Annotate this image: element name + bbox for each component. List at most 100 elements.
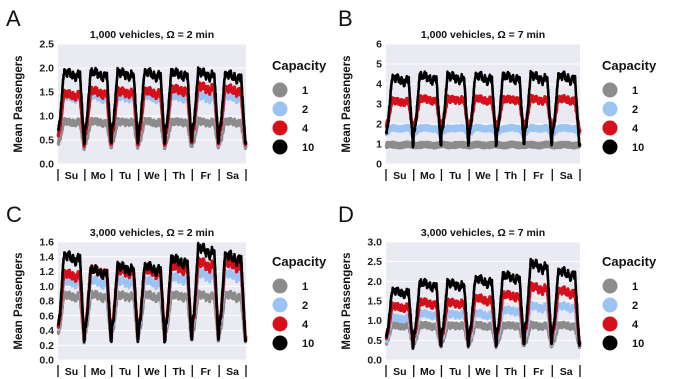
legend-marker xyxy=(273,317,288,332)
panel-title: 3,000 vehicles, Ω = 7 min xyxy=(421,227,545,239)
panel-d: D3,000 vehicles, Ω = 7 min0.00.51.01.52.… xyxy=(338,202,657,378)
y-tick-label: 5 xyxy=(376,59,382,71)
x-tick-label: Sa xyxy=(560,170,573,182)
legend-label: 1 xyxy=(302,281,308,293)
legend-marker xyxy=(603,298,618,313)
x-tick-label: We xyxy=(144,170,160,182)
x-tick-label: Fr xyxy=(200,366,211,378)
y-tick-label: 2.5 xyxy=(39,39,54,51)
panel-letter: A xyxy=(6,6,21,31)
y-tick-label: 1.0 xyxy=(39,281,54,293)
y-tick-label: 1.0 xyxy=(39,111,54,123)
x-tick-label: Su xyxy=(393,366,406,378)
legend-marker xyxy=(603,336,618,351)
legend-label: 4 xyxy=(302,319,309,331)
x-tick-label: Tu xyxy=(449,170,461,182)
y-tick-label: 0 xyxy=(376,159,382,171)
legend-label: 10 xyxy=(302,338,314,350)
legend-marker xyxy=(273,336,288,351)
legend-label: 10 xyxy=(302,142,314,154)
x-tick-label: Tu xyxy=(119,366,131,378)
legend-label: 1 xyxy=(632,281,638,293)
y-tick-label: 2 xyxy=(376,119,382,131)
x-tick-label: Sa xyxy=(226,170,239,182)
y-tick-label: 0.0 xyxy=(39,355,54,367)
panel-title: 1,000 vehicles, Ω = 7 min xyxy=(421,29,545,41)
y-axis-label: Mean Passengers xyxy=(13,252,25,349)
panel-title: 3,000 vehicles, Ω = 2 min xyxy=(90,227,214,239)
x-tick-label: Th xyxy=(504,170,517,182)
y-tick-label: 0.5 xyxy=(39,135,54,147)
legend-label: 4 xyxy=(632,319,639,331)
x-tick-label: We xyxy=(475,366,491,378)
legend-label: 1 xyxy=(632,85,638,97)
y-tick-label: 4 xyxy=(376,79,382,91)
x-tick-label: Fr xyxy=(200,170,211,182)
y-tick-label: 2.0 xyxy=(367,276,382,288)
legend-label: 10 xyxy=(632,142,644,154)
legend-label: 2 xyxy=(632,104,638,116)
panel-letter: D xyxy=(338,202,354,227)
legend-marker xyxy=(603,140,618,155)
y-tick-label: 1.5 xyxy=(39,87,54,99)
y-tick-label: 0.8 xyxy=(39,296,54,308)
y-tick-label: 0.2 xyxy=(39,340,54,352)
legend-marker xyxy=(273,121,288,136)
panel-letter: B xyxy=(338,6,353,31)
x-tick-label: Th xyxy=(172,170,185,182)
x-tick-label: Sa xyxy=(226,366,239,378)
legend-marker xyxy=(273,140,288,155)
x-tick-label: Su xyxy=(65,366,78,378)
y-tick-label: 1.6 xyxy=(39,237,54,249)
legend: Capacity 1 2 4 10 xyxy=(602,254,657,351)
panel-c: C 3,000 vehicles, Ω = 2 min 0.0 0.2 0.4 0.6 0.… xyxy=(6,202,327,378)
x-tick-label: Th xyxy=(504,366,517,378)
legend-marker xyxy=(273,298,288,313)
x-tick-label: Sa xyxy=(560,366,573,378)
legend-marker xyxy=(273,83,288,98)
y-tick-label: 3 xyxy=(376,99,382,111)
y-tick-label: 3.0 xyxy=(367,237,382,249)
legend-marker xyxy=(273,102,288,117)
x-tick-label: Su xyxy=(65,170,78,182)
y-axis-label: Mean Passengers xyxy=(341,55,353,152)
panel-b: B 1,000 vehicles, Ω = 7 min 0 1 2 3 4 5 6 Mean Pa… xyxy=(338,6,657,182)
x-tick-label: Mo xyxy=(91,170,106,182)
legend-label: 4 xyxy=(302,123,309,135)
x-tick-label: Tu xyxy=(119,170,131,182)
x-tick-label: Fr xyxy=(533,170,544,182)
y-tick-label: 6 xyxy=(376,39,382,51)
legend-title: Capacity xyxy=(272,254,327,269)
x-tick-label: We xyxy=(475,170,491,182)
legend-title: Capacity xyxy=(272,58,327,73)
y-tick-label: 1.0 xyxy=(367,315,382,327)
legend: Capacity 1 2 4 10 xyxy=(272,254,327,351)
legend-label: 4 xyxy=(632,123,639,135)
legend-marker xyxy=(603,121,618,136)
legend: Capacity 1 2 4 10 xyxy=(272,58,327,155)
x-tick-label: We xyxy=(144,366,160,378)
panel-title: 1,000 vehicles, Ω = 2 min xyxy=(90,29,214,41)
y-tick-label: 2.0 xyxy=(39,63,54,75)
y-tick-label: 2.5 xyxy=(367,256,382,268)
x-tick-label: Mo xyxy=(420,366,435,378)
y-tick-label: 0.0 xyxy=(39,159,54,171)
y-tick-label: 0.5 xyxy=(367,335,382,347)
panel-letter: C xyxy=(6,202,22,227)
legend-marker xyxy=(603,83,618,98)
legend-label: 1 xyxy=(302,85,308,97)
legend-label: 2 xyxy=(632,300,638,312)
y-axis-label: Mean Passengers xyxy=(341,252,353,349)
legend-label: 10 xyxy=(632,338,644,350)
legend: Capacity 1 2 4 10 xyxy=(602,58,657,155)
y-tick-label: 0.4 xyxy=(39,325,54,337)
panel-a: A 1,000 vehicles, Ω = 2 min 0.0 0.5 1.0 1.5 2.… xyxy=(6,6,327,182)
y-tick-label: 0.0 xyxy=(367,355,382,367)
legend-title: Capacity xyxy=(602,58,657,73)
legend-marker xyxy=(603,317,618,332)
x-tick-label: Su xyxy=(393,170,406,182)
x-tick-label: Th xyxy=(172,366,185,378)
x-tick-label: Tu xyxy=(449,366,461,378)
x-tick-label: Mo xyxy=(91,366,106,378)
